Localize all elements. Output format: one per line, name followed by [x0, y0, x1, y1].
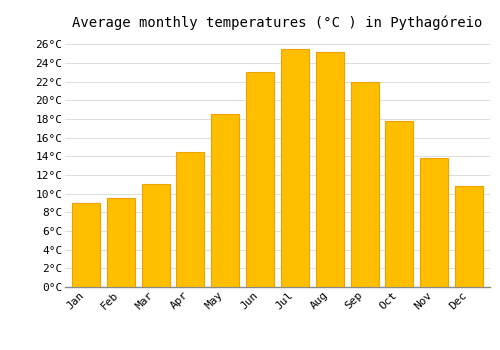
Bar	[142, 184, 170, 287]
Bar	[176, 152, 204, 287]
Bar	[386, 121, 413, 287]
Bar	[281, 49, 309, 287]
Bar	[455, 186, 483, 287]
Bar	[107, 198, 134, 287]
Bar	[316, 52, 344, 287]
Bar	[420, 158, 448, 287]
Bar	[212, 114, 239, 287]
Title: Average monthly temperatures (°C ) in Pythagóreio: Average monthly temperatures (°C ) in Py…	[72, 15, 482, 30]
Bar	[72, 203, 100, 287]
Bar	[246, 72, 274, 287]
Bar	[350, 82, 378, 287]
